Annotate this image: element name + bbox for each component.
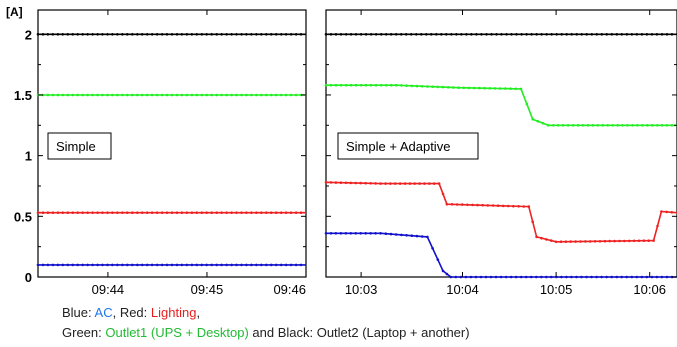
panel-simple-frame [37,9,307,278]
panel-adaptive-series [324,33,677,279]
y-tick-label: 2 [25,27,32,42]
y-tick-label: 0.5 [14,209,32,224]
y-tick-label: 1 [25,149,32,164]
panel-simple: 09:44 09:45 09:46 Simple [36,9,307,297]
series-line-1-1 [326,84,677,127]
x-tick-label: 09:46 [273,282,306,297]
series-markers-0-2 [36,211,303,214]
panel-adaptive-label-box [337,132,479,160]
panel-simple-series [36,33,306,267]
caption-line-1: Blue: AC, Red: Lighting, [62,305,200,320]
y-tick-label: 0 [25,270,32,285]
caption-line2-rest: and Black: Outlet2 (Laptop + another) [248,325,470,340]
caption-outlet1: Outlet1 (UPS + Desktop) [105,325,249,340]
panel-adaptive: 10:03 10:04 10:05 10:06 Simple + Adaptive [324,9,677,297]
panel-adaptive-label: Simple + Adaptive [346,139,450,154]
panel-simple-label: Simple [56,139,96,154]
caption-blue-prefix: Blue: [62,305,95,320]
x-tick-label: 10:04 [446,282,479,297]
series-markers-0-0 [36,33,303,36]
series-markers-1-0 [324,33,674,36]
y-unit-label: [A] [6,5,23,19]
x-tick-label: 09:45 [191,282,224,297]
series-markers-0-1 [36,93,303,97]
y-tick-label: 1.5 [14,88,32,103]
caption-green-prefix: Green: [62,325,106,340]
panel-simple-ticks: 09:44 09:45 09:46 [38,10,307,297]
series-markers-0-3 [36,263,303,267]
caption-lighting: Lighting [150,305,197,320]
caption-line-2: Green: Outlet1 (UPS + Desktop) and Black… [62,325,470,340]
panel-adaptive-ticks: 10:03 10:04 10:05 10:06 [326,10,677,297]
series-markers-1-3 [324,232,674,279]
series-markers-1-2 [324,181,674,244]
series-markers-1-1 [324,83,674,127]
panel-simple-label-box [47,132,112,160]
y-tick-labels: 0 0.5 1 1.5 2 [14,27,32,285]
x-tick-label: 10:05 [540,282,573,297]
caption-red-prefix: , Red: [112,305,151,320]
x-tick-label: 09:44 [92,282,125,297]
caption-ac: AC [94,305,113,320]
x-tick-label: 10:06 [633,282,666,297]
x-tick-label: 10:03 [345,282,378,297]
caption-line1-end: , [196,305,201,320]
